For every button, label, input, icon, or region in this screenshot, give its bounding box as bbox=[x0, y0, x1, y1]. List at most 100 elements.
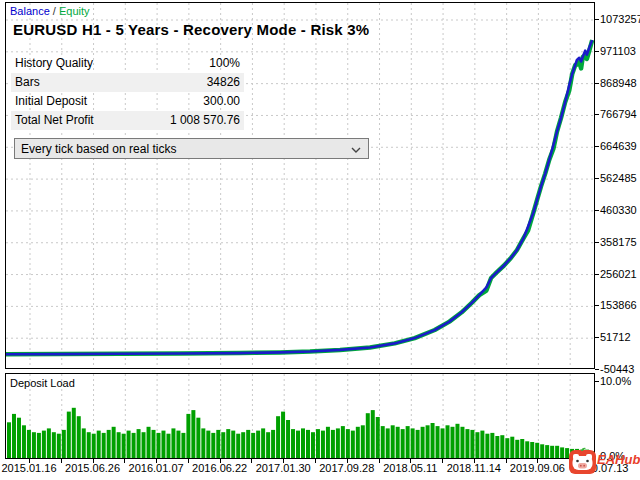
watermark-text: EAHub bbox=[597, 452, 640, 467]
deposit-load-bar bbox=[550, 446, 554, 458]
stat-row: Total Net Profit1 008 570.76 bbox=[11, 111, 244, 130]
deposit-load-bar bbox=[381, 426, 385, 458]
deposit-load-bar bbox=[117, 432, 121, 458]
deposit-load-bar bbox=[455, 424, 459, 458]
deposit-load-bar bbox=[12, 414, 16, 458]
y-axis-tick bbox=[595, 369, 599, 370]
y-axis-tick bbox=[595, 114, 599, 115]
deposit-load-bar bbox=[32, 432, 36, 458]
deposit-load-bar bbox=[321, 431, 325, 458]
chart-legend: Balance / Equity bbox=[10, 5, 90, 17]
deposit-load-bar bbox=[112, 427, 116, 458]
legend-equity-toggle[interactable]: Equity bbox=[59, 5, 90, 17]
deposit-load-bar bbox=[161, 431, 165, 458]
deposit-load-bar bbox=[326, 427, 330, 458]
deposit-load-bar bbox=[450, 427, 454, 458]
deposit-load-bar bbox=[201, 428, 205, 458]
y-axis-label: -50443 bbox=[600, 363, 640, 375]
y-axis-label: 1073257 bbox=[600, 13, 640, 25]
deposit-load-bar bbox=[535, 443, 539, 458]
x-axis-tick bbox=[251, 459, 252, 463]
y-axis-tick bbox=[595, 51, 599, 52]
tick-mode-value: Every tick based on real ticks bbox=[21, 142, 176, 156]
deposit-load-bar bbox=[191, 410, 195, 458]
deposit-load-bar bbox=[137, 429, 141, 458]
deposit-load-bar bbox=[47, 428, 51, 458]
deposit-load-bar bbox=[336, 428, 340, 458]
deposit-load-bar bbox=[211, 433, 215, 458]
deposit-load-bar bbox=[411, 428, 415, 458]
deposit-load-bar bbox=[560, 447, 564, 458]
x-axis-label: 2015.01.16 bbox=[1, 462, 56, 474]
deposit-load-bar bbox=[485, 434, 489, 458]
deposit-load-bar bbox=[480, 431, 484, 458]
deposit-axis-tick bbox=[595, 381, 599, 382]
deposit-load-bar bbox=[306, 430, 310, 458]
deposit-load-bar bbox=[42, 431, 46, 458]
y-axis-label: 562485 bbox=[600, 172, 640, 184]
deposit-load-bar bbox=[186, 414, 190, 458]
deposit-load-bar bbox=[540, 444, 544, 458]
y-axis-tick bbox=[595, 305, 599, 306]
y-axis-tick bbox=[595, 146, 599, 147]
y-axis-label: 460330 bbox=[600, 204, 640, 216]
legend-balance-toggle[interactable]: Balance bbox=[10, 5, 50, 17]
tick-mode-dropdown[interactable]: Every tick based on real ticks bbox=[14, 138, 369, 159]
deposit-load-bar bbox=[171, 428, 175, 458]
deposit-load-bar bbox=[27, 430, 31, 458]
deposit-load-bar bbox=[107, 430, 111, 458]
deposit-load-bar bbox=[356, 427, 360, 458]
y-axis-tick bbox=[595, 274, 599, 275]
deposit-load-bar bbox=[72, 408, 76, 458]
deposit-load-bar bbox=[530, 442, 534, 458]
stats-table: History Quality100%Bars34826Initial Depo… bbox=[11, 54, 244, 130]
stat-value: 100% bbox=[209, 54, 244, 73]
deposit-load-bar bbox=[52, 432, 56, 458]
deposit-load-bar bbox=[416, 430, 420, 458]
deposit-max-label: 10.0% bbox=[600, 375, 631, 387]
y-axis-label: 358175 bbox=[600, 236, 640, 248]
deposit-load-bar bbox=[391, 425, 395, 458]
y-axis-label: 153866 bbox=[600, 299, 640, 311]
deposit-load-bar bbox=[500, 435, 504, 458]
stat-label: Initial Deposit bbox=[11, 92, 203, 111]
y-axis-label: 868948 bbox=[600, 77, 640, 89]
deposit-load-bar bbox=[545, 445, 549, 458]
deposit-load-bar bbox=[490, 433, 494, 458]
stat-label: History Quality bbox=[11, 54, 209, 73]
deposit-load-bar bbox=[176, 431, 180, 458]
deposit-load-bar bbox=[77, 416, 81, 458]
balance-equity-chart-panel: Balance / Equity EURUSD H1 - 5 Years - R… bbox=[5, 2, 595, 369]
x-axis-label: 2019.09.06 bbox=[510, 462, 565, 474]
deposit-load-bar bbox=[555, 446, 559, 458]
deposit-load-bar bbox=[256, 431, 260, 458]
deposit-load-bar bbox=[331, 430, 335, 458]
stat-value: 1 008 570.76 bbox=[170, 111, 244, 130]
deposit-load-bar bbox=[221, 432, 225, 458]
deposit-load-bar bbox=[376, 417, 380, 458]
x-axis-tick bbox=[124, 459, 125, 463]
y-axis-label: 971103 bbox=[600, 45, 640, 57]
deposit-load-bar bbox=[122, 434, 126, 458]
deposit-load-title: Deposit Load bbox=[10, 377, 75, 389]
y-axis-label: 51712 bbox=[600, 331, 640, 343]
deposit-load-bar bbox=[520, 439, 524, 458]
x-axis-label: 2018.11.14 bbox=[447, 462, 501, 474]
x-axis-label: 2016.01.07 bbox=[129, 462, 184, 474]
deposit-load-bar bbox=[62, 430, 66, 458]
deposit-load-bar bbox=[510, 437, 514, 458]
y-axis-tick bbox=[595, 19, 599, 20]
deposit-load-bar bbox=[460, 427, 464, 458]
deposit-load-bar bbox=[7, 422, 11, 458]
deposit-load-bar bbox=[396, 427, 400, 458]
deposit-load-bar bbox=[470, 430, 474, 458]
x-axis-label: 2016.06.22 bbox=[192, 462, 247, 474]
deposit-load-bar bbox=[87, 432, 91, 458]
deposit-load-bar bbox=[206, 431, 210, 458]
deposit-load-bar bbox=[286, 420, 290, 458]
x-axis-label: 2018.05.11 bbox=[383, 462, 437, 474]
deposit-load-bar bbox=[261, 428, 265, 458]
deposit-load-bar bbox=[57, 434, 61, 458]
deposit-load-bar bbox=[147, 427, 151, 458]
deposit-load-bar bbox=[82, 428, 86, 458]
